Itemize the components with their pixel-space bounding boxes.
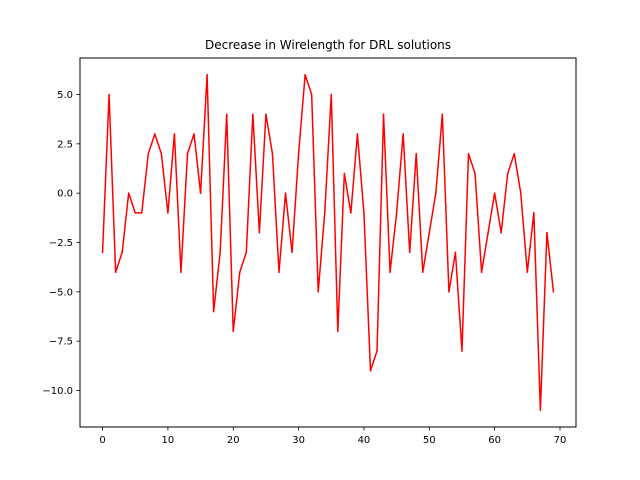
data-point (238, 271, 241, 273)
data-point (395, 212, 398, 214)
data-point (533, 212, 535, 214)
data-point (252, 113, 254, 116)
data-point (265, 113, 267, 116)
data-point (114, 271, 117, 273)
data-point (186, 152, 189, 155)
data-point (435, 192, 437, 194)
data-point (461, 350, 463, 352)
data-point (219, 251, 221, 254)
data-point (160, 152, 163, 155)
data-point (376, 350, 378, 352)
data-point (382, 113, 385, 116)
y-tick-label: 2.5 (57, 139, 73, 150)
data-point (454, 251, 457, 254)
data-point (369, 369, 372, 372)
data-point (291, 251, 293, 254)
x-axis: 0 10 20 30 40 50 60 70 (99, 427, 566, 446)
data-point (225, 113, 228, 116)
y-tick-label: 5.0 (57, 90, 73, 101)
data-point (284, 192, 287, 194)
data-point (474, 172, 476, 175)
y-tick-label: −10.0 (42, 386, 73, 397)
data-point (173, 133, 176, 135)
data-point (402, 133, 404, 135)
data-point (180, 271, 182, 273)
x-tick-label: 50 (423, 435, 436, 446)
x-tick-label: 20 (227, 435, 240, 446)
data-point (500, 231, 502, 234)
x-tick-label: 70 (554, 435, 567, 446)
y-axis: 5.0 2.5 0.0 −2.5 −5.0 −7.5 −10.0 (42, 90, 80, 397)
y-tick-label: −2.5 (49, 238, 73, 249)
data-point (363, 212, 365, 214)
data-point (408, 251, 411, 254)
series-layer (101, 73, 555, 412)
y-tick-label: 0.0 (57, 189, 73, 200)
chart-title: Decrease in Wirelength for DRL solutions (205, 38, 451, 52)
data-point (513, 152, 516, 155)
data-point (487, 231, 489, 234)
data-point (278, 271, 280, 273)
data-point (421, 271, 424, 273)
data-point (140, 212, 143, 214)
data-point (317, 291, 320, 293)
data-point (493, 192, 496, 194)
data-point (428, 231, 431, 234)
data-point (552, 291, 555, 293)
data-point (245, 251, 248, 254)
x-tick-label: 40 (358, 435, 371, 446)
data-point (232, 330, 235, 333)
data-point (206, 73, 208, 76)
data-point (167, 212, 169, 214)
data-point (297, 152, 300, 155)
data-point (108, 93, 110, 96)
data-point (448, 291, 450, 293)
x-tick-label: 30 (292, 435, 305, 446)
data-point (337, 330, 339, 333)
data-point (101, 251, 104, 254)
data-point (539, 409, 542, 412)
data-point (519, 192, 522, 194)
data-point (154, 133, 156, 135)
data-point (415, 152, 418, 155)
data-point (356, 133, 359, 135)
data-point (343, 172, 346, 175)
data-point (199, 192, 202, 194)
x-tick-label: 60 (488, 435, 501, 446)
data-point (134, 212, 137, 214)
data-point (546, 231, 548, 234)
data-point (467, 152, 470, 155)
data-point (258, 231, 261, 234)
data-point (212, 310, 215, 313)
data-point (127, 192, 130, 194)
series-line-0 (101, 74, 555, 411)
data-point (147, 152, 150, 155)
data-point (330, 93, 333, 96)
data-point (480, 271, 483, 273)
x-tick-label: 10 (162, 435, 175, 446)
data-point (526, 271, 529, 273)
data-point (350, 212, 352, 214)
data-point (323, 212, 326, 214)
y-tick-label: −5.0 (49, 287, 73, 298)
data-point (441, 113, 444, 116)
data-point (506, 172, 509, 175)
data-point (310, 93, 313, 96)
data-point (304, 73, 306, 76)
data-point (121, 251, 123, 254)
y-tick-label: −7.5 (49, 337, 73, 348)
data-point (389, 271, 391, 273)
x-tick-label: 0 (99, 435, 105, 446)
plot-area-frame (79, 57, 577, 428)
data-point (271, 152, 274, 155)
data-point (193, 133, 195, 135)
